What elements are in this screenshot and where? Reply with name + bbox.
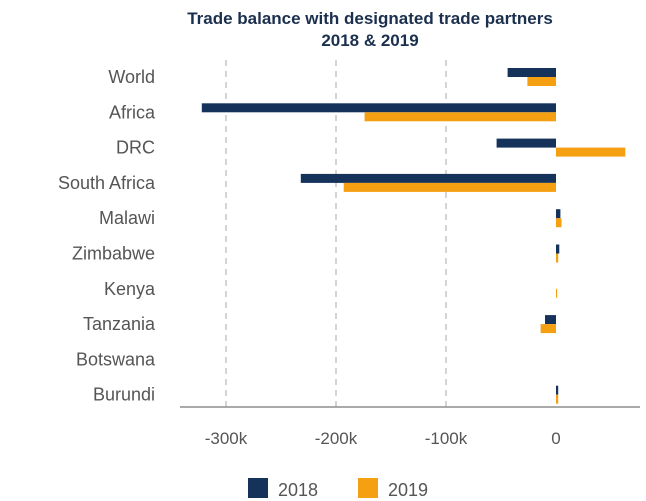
legend: 2018 2019 [248, 478, 428, 500]
bar-burundi-2018 [556, 385, 559, 395]
category-label-drc: DRC [116, 138, 155, 158]
category-label-kenya: Kenya [104, 279, 156, 299]
bar-world-2018 [507, 68, 556, 77]
bar-south-africa-2019 [343, 182, 556, 192]
x-tick-labels: -300k -200k -100k 0 [205, 429, 561, 448]
category-label-world: World [108, 67, 155, 87]
x-tick-label: -100k [425, 429, 468, 448]
x-tick-label: -200k [315, 429, 358, 448]
legend-swatch-2019 [358, 478, 378, 498]
chart-subtitle: 2018 & 2019 [321, 31, 418, 50]
legend-label-2019: 2019 [388, 480, 428, 500]
bar-tanzania-2019 [540, 324, 556, 334]
category-label-burundi: Burundi [93, 385, 155, 405]
bars [201, 68, 626, 404]
category-label-tanzania: Tanzania [83, 314, 156, 334]
category-label-africa: Africa [109, 102, 156, 122]
category-labels: World Africa DRC South Africa Malawi Zimbabwe… [58, 67, 156, 405]
category-label-zimbabwe: Zimbabwe [72, 244, 155, 264]
category-label-south-africa: South Africa [58, 173, 156, 193]
bar-world-2019 [527, 77, 556, 86]
bar-tanzania-2018 [545, 315, 556, 325]
bar-zimbabwe-2019 [556, 253, 559, 263]
bar-malawi-2018 [556, 209, 561, 219]
category-label-botswana: Botswana [76, 349, 156, 369]
bar-malawi-2019 [556, 218, 562, 228]
bar-drc-2019 [556, 147, 626, 157]
bar-africa-2018 [201, 103, 557, 113]
bar-kenya-2019 [556, 288, 558, 298]
bar-south-africa-2018 [300, 173, 556, 183]
bar-drc-2018 [496, 138, 556, 148]
bar-zimbabwe-2018 [556, 244, 560, 254]
x-tick-label: -300k [205, 429, 248, 448]
bar-burundi-2019 [556, 394, 559, 404]
x-tick-label: 0 [551, 429, 560, 448]
bar-africa-2019 [364, 112, 556, 122]
chart-title: Trade balance with designated trade part… [187, 9, 553, 28]
legend-label-2018: 2018 [278, 480, 318, 500]
category-label-malawi: Malawi [99, 208, 155, 228]
legend-swatch-2018 [248, 478, 268, 498]
